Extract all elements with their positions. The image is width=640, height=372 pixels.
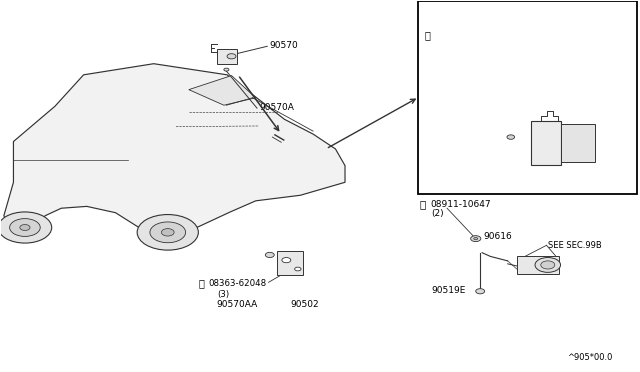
Circle shape: [507, 135, 515, 139]
Circle shape: [541, 261, 555, 269]
Circle shape: [470, 235, 481, 241]
Text: Ⓢ: Ⓢ: [424, 31, 430, 41]
Text: Ⓝ: Ⓝ: [420, 199, 426, 209]
Text: 90616: 90616: [483, 232, 512, 241]
Polygon shape: [189, 76, 256, 105]
Bar: [419, 1, 637, 194]
Text: (2): (2): [432, 209, 444, 218]
Circle shape: [227, 54, 236, 59]
Circle shape: [282, 257, 291, 263]
Circle shape: [0, 212, 52, 243]
Text: 90519E: 90519E: [432, 286, 466, 295]
Text: SEE SEC.99B: SEE SEC.99B: [548, 241, 602, 250]
Text: KEY LESS ENTRY: KEY LESS ENTRY: [425, 9, 502, 18]
Text: Ⓢ: Ⓢ: [198, 279, 204, 288]
Text: 08363-62048: 08363-62048: [209, 279, 267, 288]
Circle shape: [476, 289, 484, 294]
Text: 08911-10647: 08911-10647: [431, 200, 491, 209]
Text: ^905*00.0: ^905*00.0: [568, 353, 613, 362]
Polygon shape: [4, 64, 345, 235]
Bar: [517, 256, 559, 274]
Text: 90504: 90504: [425, 118, 453, 127]
Circle shape: [161, 229, 174, 236]
Bar: [277, 251, 303, 275]
Text: 90550: 90550: [603, 158, 632, 167]
Bar: [218, 49, 237, 64]
Circle shape: [535, 257, 561, 272]
Text: 90570AA: 90570AA: [216, 300, 257, 309]
Text: 90502: 90502: [291, 300, 319, 309]
Text: 08363-6162G: 08363-6162G: [436, 31, 498, 40]
Circle shape: [150, 222, 186, 243]
Circle shape: [474, 237, 477, 240]
Circle shape: [266, 252, 275, 257]
Text: 90570A: 90570A: [259, 103, 294, 112]
Bar: [561, 124, 595, 161]
Text: (3): (3): [218, 290, 230, 299]
Circle shape: [20, 225, 30, 231]
Circle shape: [137, 215, 198, 250]
Bar: [531, 121, 561, 164]
Text: (2): (2): [438, 40, 450, 49]
Circle shape: [294, 267, 301, 271]
Text: (USA, CAN): (USA, CAN): [425, 18, 478, 27]
Circle shape: [224, 68, 229, 71]
Circle shape: [10, 219, 40, 236]
Text: 90570: 90570: [269, 41, 298, 51]
